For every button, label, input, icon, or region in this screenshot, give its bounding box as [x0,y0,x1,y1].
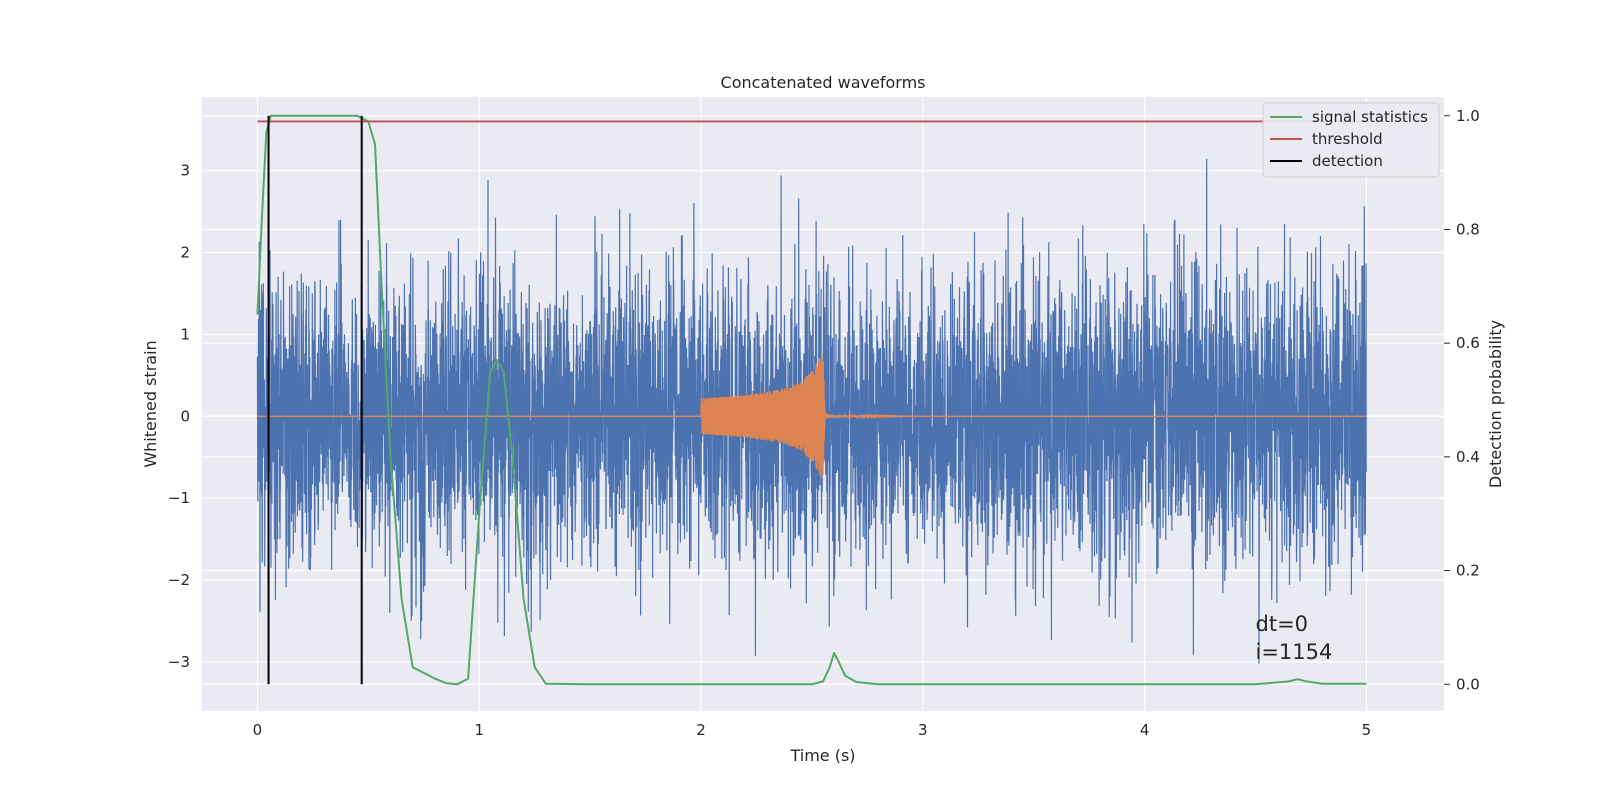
y2-tick-label: 0.0 [1456,675,1480,693]
annotation-dt: dt=0 [1256,612,1309,636]
y-tick-label: 0 [180,407,190,425]
legend-label-detection: detection [1312,152,1383,170]
chart-title: Concatenated waveforms [721,73,926,92]
x-tick-label: 1 [474,721,484,739]
x-tick-label: 5 [1362,721,1372,739]
y-tick-label: −3 [168,653,190,671]
y2-tick-label: 0.8 [1456,220,1480,238]
y-tick-label: −2 [168,571,190,589]
x-tick-label: 2 [696,721,706,739]
x-tick-label: 4 [1140,721,1150,739]
y-tick-label: 1 [180,325,190,343]
x-tick-label: 3 [918,721,928,739]
y-tick-label: 3 [180,162,190,180]
x-axis-label: Time (s) [789,746,855,765]
legend-label-threshold: threshold [1312,130,1383,148]
injection-series [257,353,1367,479]
legend-label-signal-statistics: signal statistics [1312,108,1428,126]
legend: signal statistics threshold detection [1262,102,1440,178]
y2-tick-label: 1.0 [1456,107,1480,125]
y2-tick-label: 0.6 [1456,334,1480,352]
tick-labels: 0 1 2 3 4 5 −3 −2 −1 0 1 2 3 0.0 0.2 0.4 0.6 0.8 1.0 [168,107,1480,739]
detection-series [267,115,363,685]
y2-tick-label: 0.4 [1456,448,1480,466]
legend-box [1262,102,1440,178]
injection-line [257,353,1367,479]
annotation-index: i=1154 [1256,640,1333,664]
y2-tick-label: 0.2 [1456,562,1480,580]
y-axis-label: Whitened strain [141,340,160,467]
y-tick-label: 2 [180,244,190,262]
y-tick-label: −1 [168,489,190,507]
y2-axis-label: Detection probability [1486,320,1505,488]
x-tick-label: 0 [253,721,263,739]
